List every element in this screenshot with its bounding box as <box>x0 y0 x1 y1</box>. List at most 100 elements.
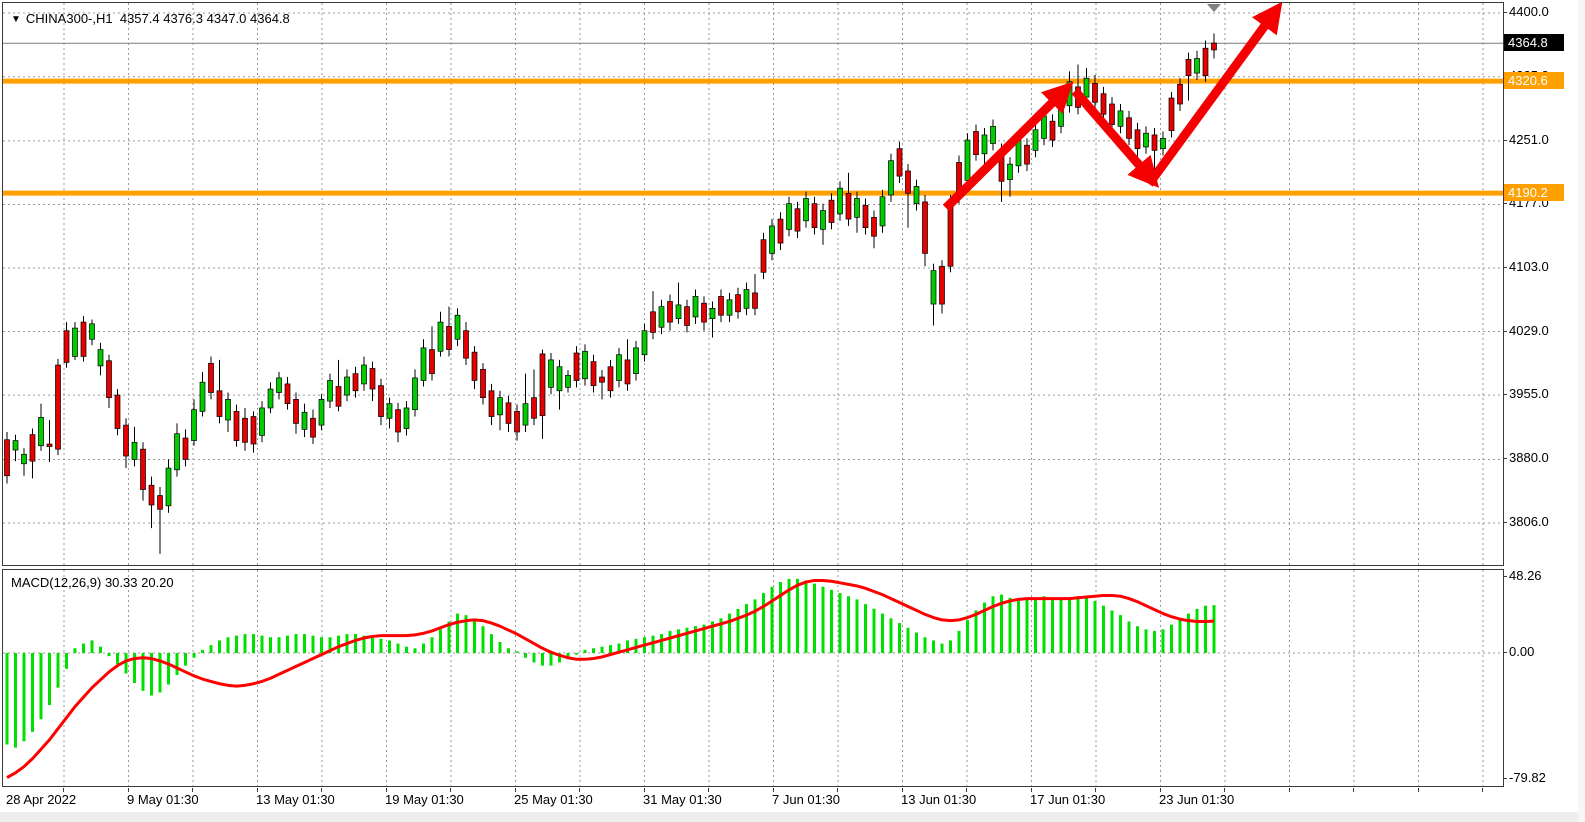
time-tick-mark <box>1224 788 1225 792</box>
macd-histogram-bar <box>158 653 162 693</box>
time-tick-mark <box>579 788 580 792</box>
candle-body <box>675 304 682 320</box>
macd-histogram-bar <box>192 653 196 658</box>
macd-main-value: 30.33 <box>104 575 138 590</box>
macd-histogram-bar <box>22 653 26 742</box>
macd-histogram-bar <box>141 653 145 691</box>
macd-histogram-bar <box>711 621 714 653</box>
symbol-dropdown-icon[interactable]: ▼ <box>11 14 21 25</box>
macd-histogram-bar <box>609 645 612 653</box>
price-tick-label: 4251.0 <box>1509 132 1549 147</box>
macd-chart-svg[interactable] <box>3 570 1503 786</box>
candle-body <box>1143 132 1149 148</box>
candle-body <box>361 364 367 385</box>
macd-histogram-bar <box>269 637 272 653</box>
candle-body <box>709 308 716 320</box>
candle-body <box>378 385 384 417</box>
macd-histogram-bar <box>983 602 986 653</box>
candle-body <box>1041 115 1047 139</box>
macd-histogram-bar <box>1170 624 1173 653</box>
macd-histogram-bar <box>473 619 476 653</box>
macd-histogram-bar <box>498 641 502 653</box>
candle-body <box>650 311 656 333</box>
macd-histogram-bar <box>617 643 621 653</box>
trend-arrow[interactable] <box>1071 88 1160 188</box>
candle-body <box>599 376 605 383</box>
candle-body <box>701 302 707 323</box>
candle-body <box>820 210 826 230</box>
price-tick-mark <box>1503 203 1507 204</box>
trend-arrow[interactable] <box>1145 3 1283 187</box>
price-tick-label: 4400.0 <box>1509 4 1549 19</box>
candle-body <box>641 330 648 356</box>
macd-histogram-bar <box>1085 597 1088 653</box>
price-axis[interactable]: 4400.04325.84251.04177.04103.04029.03955… <box>1503 0 1585 788</box>
candle-body <box>89 323 95 340</box>
price-tick-mark <box>1503 652 1507 653</box>
macd-histogram-bar <box>685 627 689 653</box>
macd-histogram-bar <box>354 634 357 653</box>
macd-histogram-bar <box>107 653 111 657</box>
macd-histogram-bar <box>1034 597 1037 653</box>
time-tick-mark <box>837 788 838 792</box>
macd-histogram-bar <box>260 635 264 653</box>
candle-body <box>497 397 503 416</box>
candle-body <box>276 377 282 393</box>
candle-body <box>216 390 223 417</box>
macd-histogram-bar <box>1000 594 1003 653</box>
macd-histogram-bar <box>379 638 383 653</box>
macd-signal-line <box>6 578 1215 779</box>
macd-histogram-bar <box>736 608 740 653</box>
trend-arrow[interactable] <box>942 81 1074 212</box>
macd-histogram-bar <box>566 653 570 660</box>
candle-body <box>556 366 563 392</box>
candle-body <box>1202 47 1209 77</box>
macd-histogram-bar <box>371 637 374 653</box>
candle-body <box>633 347 639 374</box>
candle-body <box>1100 93 1107 115</box>
close-value: 4364.8 <box>250 11 290 26</box>
time-axis[interactable]: 28 Apr 2022 9 May 01:30 13 May 01:30 19 May… <box>2 788 1585 812</box>
candle-body <box>786 203 792 230</box>
candle-body <box>582 350 588 380</box>
macd-histogram-bar <box>439 629 442 653</box>
macd-panel[interactable]: MACD(12,26,9) 30.33 20.20 <box>2 569 1504 787</box>
macd-histogram-bar <box>940 643 944 653</box>
macd-histogram-bar <box>838 593 842 653</box>
candle-body <box>63 330 70 363</box>
price-chart-panel[interactable]: ▼ CHINA300-,H1 4357.4 4376.3 4347.0 4364.… <box>2 2 1504 566</box>
macd-histogram-bar <box>150 653 153 696</box>
macd-histogram-bar <box>974 610 978 653</box>
price-chart-svg[interactable] <box>3 3 1503 565</box>
candle-body <box>55 364 61 450</box>
candle-body <box>769 225 775 254</box>
macd-histogram-bar <box>226 637 230 653</box>
macd-histogram-bar <box>430 637 434 653</box>
time-tick-label: 13 May 01:30 <box>256 792 335 807</box>
candle-body <box>522 403 529 426</box>
macd-histogram-bar <box>1187 613 1190 653</box>
time-tick-label: 7 Jun 01:30 <box>772 792 840 807</box>
time-tick-mark <box>450 788 451 792</box>
macd-histogram-bar <box>39 653 43 720</box>
macd-histogram-bar <box>549 653 553 666</box>
candle-body <box>752 292 758 309</box>
candle-body <box>539 353 546 417</box>
candle-body <box>259 407 265 436</box>
macd-histogram-bar <box>694 626 697 653</box>
candle-body <box>12 440 19 451</box>
macd-label: MACD(12,26,9) 30.33 20.20 <box>11 575 174 605</box>
time-tick-mark <box>1095 788 1096 792</box>
candle-body <box>1126 117 1132 139</box>
ohlc-readout: 4357.4 4376.3 4347.0 4364.8 <box>113 11 290 26</box>
macd-histogram-bar <box>184 653 187 666</box>
high-value: 4376.3 <box>163 11 203 26</box>
macd-histogram-bar <box>116 653 119 665</box>
macd-tick-label: 48.26 <box>1509 568 1542 583</box>
candle-body <box>1058 100 1064 127</box>
macd-histogram-bar <box>1178 618 1182 653</box>
macd-histogram-bar <box>949 640 952 653</box>
macd-histogram-bar <box>813 583 816 653</box>
candle-body <box>1066 81 1073 107</box>
macd-name: MACD(12,26,9) <box>11 575 102 590</box>
